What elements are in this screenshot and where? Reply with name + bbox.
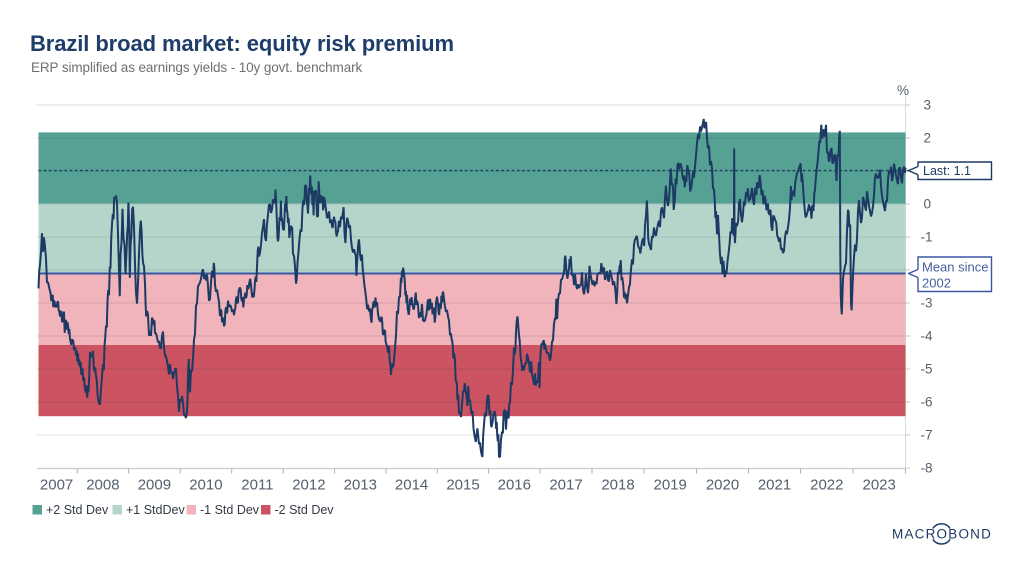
- svg-text:2002: 2002: [922, 276, 951, 291]
- svg-text:-8: -8: [921, 461, 933, 476]
- svg-text:Mean since: Mean since: [922, 260, 988, 275]
- svg-text:2012: 2012: [292, 477, 325, 494]
- svg-text:-7: -7: [921, 428, 933, 443]
- svg-text:2022: 2022: [810, 477, 843, 494]
- svg-text:-2 Std Dev: -2 Std Dev: [275, 503, 335, 517]
- svg-text:%: %: [897, 83, 909, 98]
- svg-text:-3: -3: [921, 296, 933, 311]
- svg-text:-1 Std Dev: -1 Std Dev: [200, 503, 260, 517]
- svg-text:2021: 2021: [758, 477, 791, 494]
- svg-text:2017: 2017: [549, 477, 582, 494]
- svg-text:2020: 2020: [706, 477, 739, 494]
- svg-text:2014: 2014: [395, 477, 428, 494]
- svg-text:Last: 1.1: Last: 1.1: [923, 164, 971, 178]
- svg-text:2011: 2011: [241, 477, 273, 494]
- svg-text:-1: -1: [921, 230, 933, 245]
- svg-text:2016: 2016: [498, 477, 531, 494]
- svg-text:2: 2: [924, 131, 932, 146]
- svg-text:2008: 2008: [86, 477, 119, 494]
- svg-text:-5: -5: [921, 362, 933, 377]
- svg-text:2007: 2007: [40, 477, 73, 494]
- svg-text:3: 3: [924, 98, 932, 113]
- svg-text:0: 0: [924, 197, 932, 212]
- svg-text:2019: 2019: [654, 477, 687, 494]
- svg-text:-4: -4: [921, 329, 933, 344]
- svg-text:2023: 2023: [863, 477, 896, 494]
- svg-text:2010: 2010: [189, 477, 222, 494]
- svg-text:2013: 2013: [344, 477, 377, 494]
- svg-text:2018: 2018: [601, 477, 634, 494]
- svg-text:2015: 2015: [446, 477, 479, 494]
- svg-text:-6: -6: [921, 395, 933, 410]
- svg-text:MACROBOND: MACROBOND: [892, 527, 992, 542]
- svg-text:2009: 2009: [138, 477, 171, 494]
- svg-text:+1 StdDev: +1 StdDev: [126, 503, 185, 517]
- svg-text:+2 Std Dev: +2 Std Dev: [46, 503, 109, 517]
